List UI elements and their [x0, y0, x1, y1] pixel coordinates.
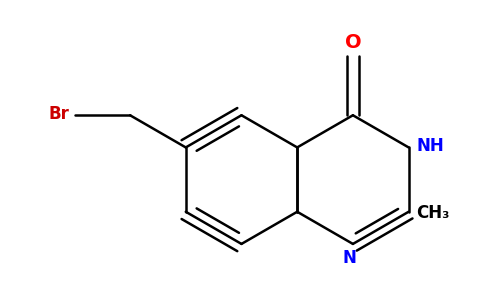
Text: Br: Br [48, 105, 69, 123]
Text: CH₃: CH₃ [416, 204, 450, 222]
Text: O: O [345, 33, 361, 52]
Text: N: N [343, 249, 357, 267]
Text: NH: NH [416, 137, 444, 155]
